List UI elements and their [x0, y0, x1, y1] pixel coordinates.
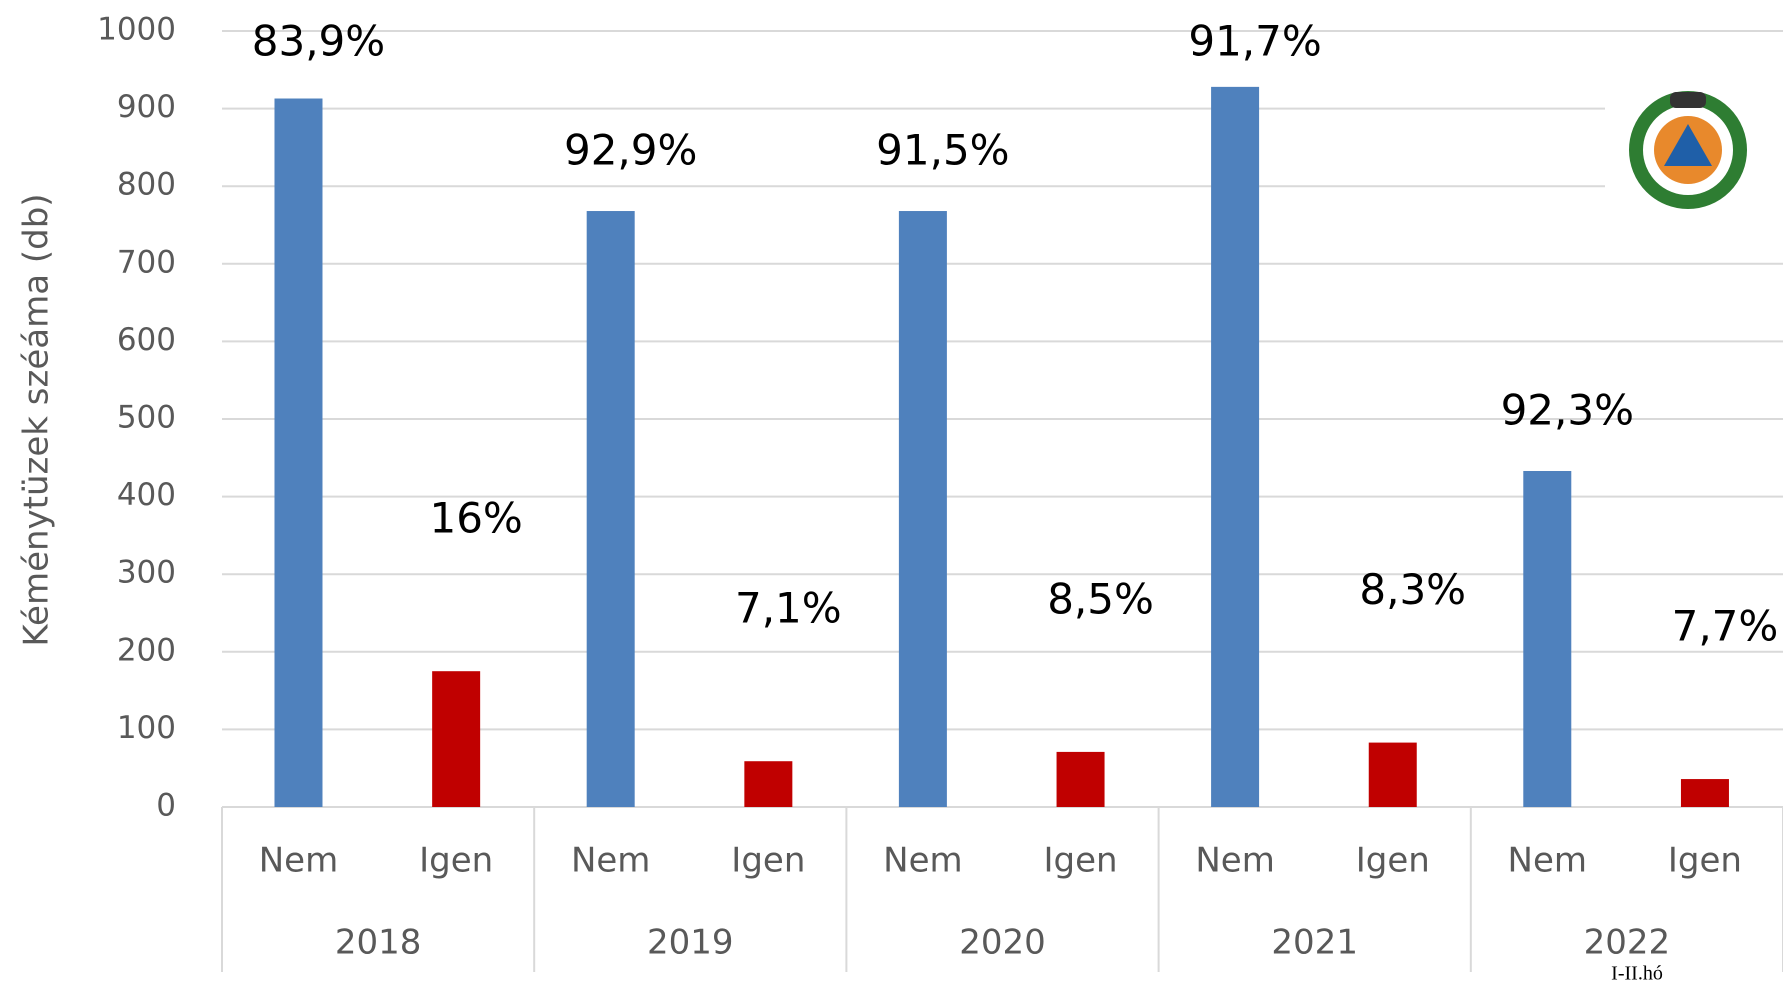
group-label: 2021	[1271, 923, 1358, 963]
x-tick-label: Nem	[1195, 841, 1274, 881]
percent-label: 7,7%	[1672, 602, 1779, 651]
percent-label: 7,1%	[735, 584, 842, 633]
group-label: 2018	[335, 923, 422, 963]
percent-label: 92,9%	[564, 126, 697, 175]
bar	[898, 211, 947, 808]
y-tick-label: 500	[117, 400, 176, 436]
x-tick-label: Igen	[1356, 841, 1430, 881]
x-tick-label: Nem	[571, 841, 650, 881]
logo-triangle	[1664, 124, 1712, 166]
bar	[274, 98, 323, 807]
y-tick-label: 700	[117, 244, 176, 280]
bar	[1680, 779, 1729, 807]
bar	[432, 671, 481, 807]
y-tick-label: 900	[117, 89, 176, 125]
y-tick-label: 100	[117, 710, 176, 746]
y-axis-label: Kéménytüzek széáma (db)	[17, 193, 57, 646]
y-tick-label: 400	[117, 477, 176, 513]
x-tick-label: Nem	[259, 841, 338, 881]
y-tick-label: 800	[117, 167, 176, 203]
note: I-II.hó	[1611, 963, 1663, 985]
x-tick-label: Igen	[731, 841, 805, 881]
x-tick-label: Nem	[1508, 841, 1587, 881]
y-tick-label: 200	[117, 632, 176, 668]
bar	[1211, 86, 1260, 807]
y-tick-label: 1000	[97, 12, 176, 48]
percent-label: 91,7%	[1188, 17, 1321, 66]
percent-label: 16%	[429, 494, 522, 543]
group-label: 2020	[959, 923, 1046, 963]
percent-label: 92,3%	[1501, 385, 1634, 434]
percent-label: 91,5%	[876, 126, 1009, 175]
percent-label: 8,5%	[1047, 574, 1154, 623]
y-tick-label: 0	[156, 788, 176, 824]
x-tick-label: Igen	[419, 841, 493, 881]
group-label: 2019	[647, 923, 734, 963]
bar	[744, 761, 793, 807]
y-tick-label: 300	[117, 555, 176, 591]
bar	[586, 211, 635, 808]
bar	[1523, 470, 1572, 807]
percent-label: 83,9%	[252, 17, 385, 66]
x-tick-label: Igen	[1668, 841, 1742, 881]
x-tick-label: Igen	[1044, 841, 1118, 881]
logo	[1605, 55, 1783, 255]
y-tick-label: 600	[117, 322, 176, 358]
bar	[1056, 751, 1105, 807]
group-label: 2022	[1584, 923, 1671, 963]
bar	[1368, 742, 1417, 807]
percent-label: 8,3%	[1359, 565, 1466, 614]
x-tick-label: Nem	[883, 841, 962, 881]
logo-helmet	[1670, 92, 1706, 108]
